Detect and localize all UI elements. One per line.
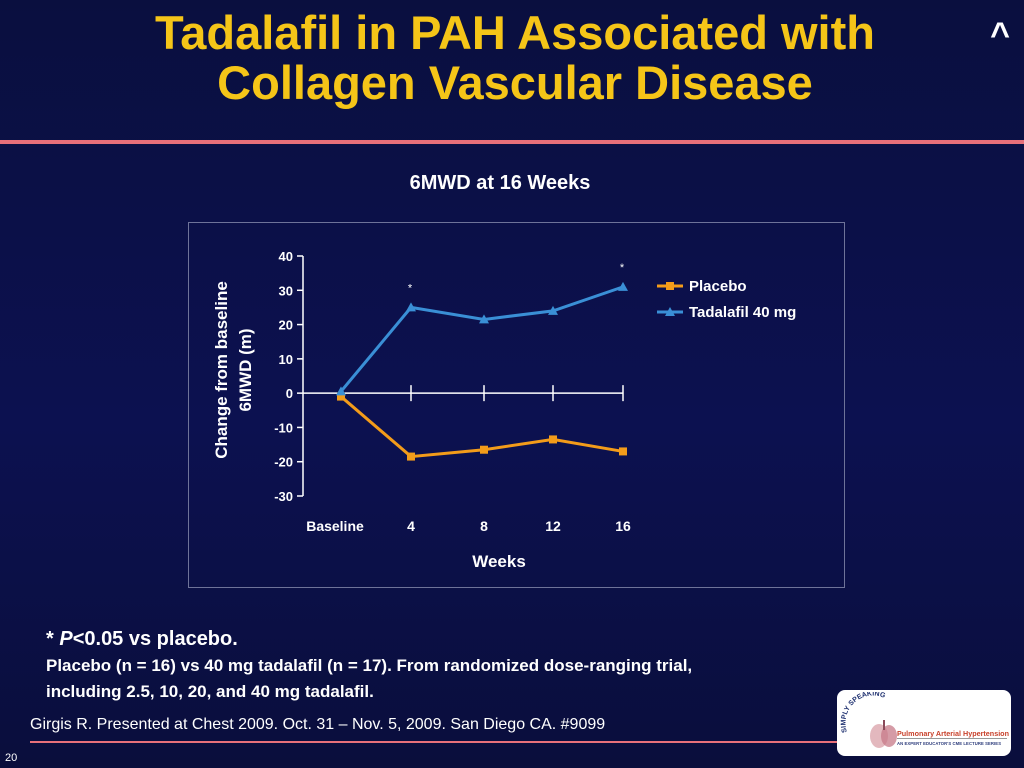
- footnote-p: P: [59, 628, 73, 650]
- y-tick-label: 20: [279, 318, 293, 333]
- footer-divider: [30, 741, 840, 743]
- slide-title-line1: Tadalafil in PAH Associated with: [155, 6, 875, 59]
- logo-divider: [897, 738, 1007, 739]
- y-tick-label: -30: [274, 489, 293, 504]
- nav-up-caret-icon[interactable]: ^: [990, 16, 1010, 54]
- trial-description-line1: Placebo (n = 16) vs 40 mg tadalafil (n =…: [46, 656, 693, 675]
- y-tick-label: 0: [286, 386, 293, 401]
- simply-speaking-logo: SIMPLY SPEAKING Pulmonary Arterial Hyper…: [837, 690, 1011, 756]
- legend-label: Tadalafil 40 mg: [689, 304, 796, 321]
- significance-star: *: [408, 282, 413, 294]
- y-axis-title-line1: Change from baseline: [212, 281, 231, 459]
- legend-label: Placebo: [689, 278, 747, 295]
- y-tick-label: 40: [279, 249, 293, 264]
- logo-line2: AN EXPERT EDUCATOR'S CME LECTURE SERIES: [897, 741, 1002, 746]
- x-tick-label: 12: [545, 518, 561, 534]
- placebo-point: [619, 447, 627, 456]
- tadalafil-point: [618, 281, 628, 291]
- x-tick-label: 4: [407, 518, 415, 534]
- footnote-star: *: [46, 628, 54, 650]
- placebo-point: [337, 392, 345, 401]
- placebo-point: [407, 452, 415, 461]
- chart-title: 6MWD at 16 Weeks: [409, 172, 591, 194]
- y-tick-label: -20: [274, 455, 293, 470]
- y-axis-title-line2: 6MWD (m): [236, 328, 255, 411]
- x-tick-label: 16: [615, 518, 631, 534]
- line-chart: 40 30 20 10 0 -10 -20 -30 Baseline 4 8 12 16 Weeks Cha…: [212, 249, 796, 571]
- x-tick-label: Baseline: [306, 518, 364, 534]
- citation: Girgis R. Presented at Chest 2009. Oct. …: [30, 716, 606, 733]
- tadalafil-point: [548, 305, 558, 315]
- title-divider: [0, 140, 1024, 144]
- tadalafil-point: [336, 386, 346, 396]
- y-tick-label: -10: [274, 420, 293, 435]
- legend-marker: [666, 282, 674, 290]
- page-number: 20: [5, 752, 18, 764]
- chart-frame: 40 30 20 10 0 -10 -20 -30 Baseline 4 8 12 16 Weeks Cha…: [188, 222, 845, 588]
- placebo-point: [549, 435, 557, 444]
- trial-description-line2: including 2.5, 10, 20, and 40 mg tadalaf…: [46, 682, 374, 701]
- x-tick-label: 8: [480, 518, 488, 534]
- footnotes: * P<0.05 vs placebo. Placebo (n = 16) vs…: [46, 625, 946, 705]
- tadalafil-point: [406, 302, 416, 312]
- significance-note: * P<0.05 vs placebo.: [46, 625, 946, 653]
- slide-title: Tadalafil in PAH Associated with Collage…: [60, 8, 970, 108]
- x-axis-title: Weeks: [472, 552, 526, 571]
- y-tick-label: 10: [279, 352, 293, 367]
- footnote-sig-rest: <0.05 vs placebo.: [72, 628, 238, 650]
- logo-line1: Pulmonary Arterial Hypertension: [897, 729, 1009, 738]
- significance-star: *: [620, 262, 625, 274]
- series-line-tadalafil: [339, 285, 624, 393]
- legend-marker: [665, 307, 675, 316]
- y-tick-label: 30: [279, 283, 293, 298]
- placebo-point: [480, 445, 488, 454]
- slide-title-line2: Collagen Vascular Disease: [217, 56, 813, 109]
- lungs-logo-icon: SIMPLY SPEAKING: [840, 692, 897, 748]
- tadalafil-point: [479, 314, 489, 324]
